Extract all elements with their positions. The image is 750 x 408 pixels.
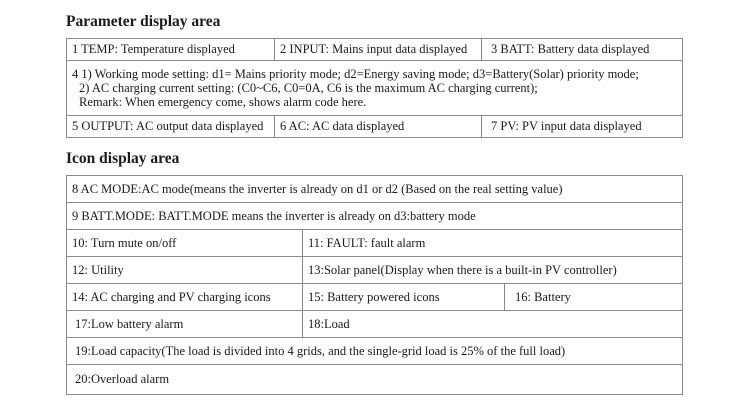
cell-temp: 1 TEMP: Temperature displayed [66,38,275,61]
cell-solar-panel: 13:Solar panel(Display when there is a b… [302,256,683,284]
charging-current-line: 2) AC charging current setting: (C0~C6, … [79,81,538,95]
table-row: 14: AC charging and PV charging icons 15… [66,283,683,311]
table-row: 5 OUTPUT: AC output data displayed 6 AC:… [66,115,683,138]
cell-fault: 11: FAULT: fault alarm [302,229,683,257]
working-mode-line: 4 1) Working mode setting: d1= Mains pri… [72,67,639,81]
table-row: 4 1) Working mode setting: d1= Mains pri… [66,60,683,116]
cell-batt: 3 BATT: Battery data displayed [481,38,683,61]
cell-battery: 16: Battery [504,283,683,311]
cell-battery-powered: 15: Battery powered icons [302,283,505,311]
remark-line: Remark: When emergency come, shows alarm… [79,95,367,109]
table-row: 10: Turn mute on/off 11: FAULT: fault al… [66,229,683,257]
cell-charging-icons: 14: AC charging and PV charging icons [66,283,303,311]
cell-input: 2 INPUT: Mains input data displayed [274,38,482,61]
cell-load-capacity: 19:Load capacity(The load is divided int… [66,337,683,365]
cell-pv: 7 PV: PV input data displayed [481,115,683,138]
cell-mute: 10: Turn mute on/off [66,229,303,257]
cell-overload: 20:Overload alarm [66,364,683,395]
icon-table: 8 AC MODE:AC mode(means the inverter is … [66,175,683,395]
cell-utility: 12: Utility [66,256,303,284]
cell-load: 18:Load [302,310,683,338]
table-row: 19:Load capacity(The load is divided int… [66,337,683,365]
table-row: 12: Utility 13:Solar panel(Display when … [66,256,683,284]
cell-ac: 6 AC: AC data displayed [274,115,482,138]
table-row: 1 TEMP: Temperature displayed 2 INPUT: M… [66,38,683,61]
parameter-table: 1 TEMP: Temperature displayed 2 INPUT: M… [66,38,683,138]
table-row: 8 AC MODE:AC mode(means the inverter is … [66,175,683,203]
table-row: 9 BATT.MODE: BATT.MODE means the inverte… [66,202,683,230]
cell-batt-mode: 9 BATT.MODE: BATT.MODE means the inverte… [66,202,683,230]
cell-output: 5 OUTPUT: AC output data displayed [66,115,275,138]
table-row: 17:Low battery alarm 18:Load [66,310,683,338]
icon-section-title: Icon display area [66,150,180,167]
table-row: 20:Overload alarm [66,364,683,395]
cell-working-mode: 4 1) Working mode setting: d1= Mains pri… [66,60,683,116]
cell-low-battery: 17:Low battery alarm [66,310,303,338]
cell-ac-mode: 8 AC MODE:AC mode(means the inverter is … [66,175,683,203]
parameter-section-title: Parameter display area [66,13,221,30]
